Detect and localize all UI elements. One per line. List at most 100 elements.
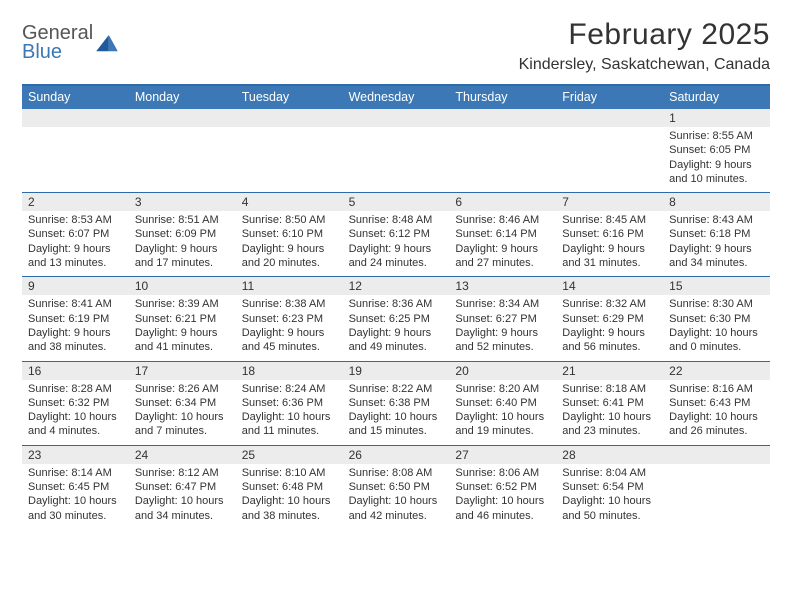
daylight-text: Daylight: 10 hours and 30 minutes. [28, 494, 123, 523]
day-cell: Sunrise: 8:55 AMSunset: 6:05 PMDaylight:… [663, 127, 770, 192]
sunset-text: Sunset: 6:12 PM [349, 227, 444, 241]
day-cell [22, 127, 129, 192]
sunrise-text: Sunrise: 8:39 AM [135, 297, 230, 311]
week-block: 232425262728Sunrise: 8:14 AMSunset: 6:45… [22, 445, 770, 529]
daylight-text: Daylight: 9 hours and 17 minutes. [135, 242, 230, 271]
day-cell: Sunrise: 8:16 AMSunset: 6:43 PMDaylight:… [663, 380, 770, 445]
sunset-text: Sunset: 6:09 PM [135, 227, 230, 241]
daylight-text: Daylight: 10 hours and 19 minutes. [455, 410, 550, 439]
week-block: 1Sunrise: 8:55 AMSunset: 6:05 PMDaylight… [22, 109, 770, 192]
weekday-label: Wednesday [343, 86, 450, 109]
sunset-text: Sunset: 6:30 PM [669, 312, 764, 326]
sunrise-text: Sunrise: 8:34 AM [455, 297, 550, 311]
daylight-text: Daylight: 9 hours and 24 minutes. [349, 242, 444, 271]
sunset-text: Sunset: 6:10 PM [242, 227, 337, 241]
day-cell: Sunrise: 8:04 AMSunset: 6:54 PMDaylight:… [556, 464, 663, 529]
weeks-container: 1Sunrise: 8:55 AMSunset: 6:05 PMDaylight… [22, 109, 770, 529]
month-title: February 2025 [519, 18, 770, 52]
day-cell: Sunrise: 8:45 AMSunset: 6:16 PMDaylight:… [556, 211, 663, 276]
daylight-text: Daylight: 10 hours and 26 minutes. [669, 410, 764, 439]
sunset-text: Sunset: 6:21 PM [135, 312, 230, 326]
brand-text: General Blue [22, 24, 93, 62]
day-number: 24 [129, 446, 236, 464]
sunrise-text: Sunrise: 8:22 AM [349, 382, 444, 396]
sunset-text: Sunset: 6:50 PM [349, 480, 444, 494]
day-cell: Sunrise: 8:39 AMSunset: 6:21 PMDaylight:… [129, 295, 236, 360]
day-cell: Sunrise: 8:28 AMSunset: 6:32 PMDaylight:… [22, 380, 129, 445]
day-number: 11 [236, 277, 343, 295]
sunset-text: Sunset: 6:40 PM [455, 396, 550, 410]
day-number: 23 [22, 446, 129, 464]
day-number: 27 [449, 446, 556, 464]
daylight-text: Daylight: 9 hours and 27 minutes. [455, 242, 550, 271]
sunrise-text: Sunrise: 8:06 AM [455, 466, 550, 480]
day-number [343, 109, 450, 127]
cells-row: Sunrise: 8:53 AMSunset: 6:07 PM Daylight:… [22, 211, 770, 276]
daynum-row: 16171819202122 [22, 362, 770, 380]
daylight-text: Daylight: 10 hours and 11 minutes. [242, 410, 337, 439]
day-cell: Sunrise: 8:32 AMSunset: 6:29 PMDaylight:… [556, 295, 663, 360]
day-number [236, 109, 343, 127]
sunrise-text: Sunrise: 8:32 AM [562, 297, 657, 311]
sunset-text: Sunset: 6:45 PM [28, 480, 123, 494]
sunset-text: Sunset: 6:25 PM [349, 312, 444, 326]
day-cell: Sunrise: 8:46 AMSunset: 6:14 PMDaylight:… [449, 211, 556, 276]
day-number: 2 [22, 193, 129, 211]
day-number: 25 [236, 446, 343, 464]
day-number: 21 [556, 362, 663, 380]
brand-bottom: Blue [22, 43, 93, 62]
day-cell: Sunrise: 8:24 AMSunset: 6:36 PMDaylight:… [236, 380, 343, 445]
sunrise-text: Sunrise: 8:12 AM [135, 466, 230, 480]
daylight-text: Daylight: 10 hours and 7 minutes. [135, 410, 230, 439]
sunset-text: Sunset: 6:48 PM [242, 480, 337, 494]
sunrise-text: Sunrise: 8:51 AM [135, 213, 230, 227]
day-number: 4 [236, 193, 343, 211]
sunset-text: Sunset: 6:18 PM [669, 227, 764, 241]
day-cell: Sunrise: 8:34 AMSunset: 6:27 PMDaylight:… [449, 295, 556, 360]
sunrise-text: Sunrise: 8:24 AM [242, 382, 337, 396]
sunset-text: Sunset: 6:54 PM [562, 480, 657, 494]
day-number: 13 [449, 277, 556, 295]
day-number [663, 446, 770, 464]
day-number: 15 [663, 277, 770, 295]
brand-triangle-icon [96, 35, 118, 53]
week-block: 16171819202122Sunrise: 8:28 AMSunset: 6:… [22, 361, 770, 445]
sunrise-text: Sunrise: 8:50 AM [242, 213, 337, 227]
day-number: 8 [663, 193, 770, 211]
sunset-text: Sunset: 6:43 PM [669, 396, 764, 410]
day-number: 14 [556, 277, 663, 295]
day-cell: Sunrise: 8:41 AMSunset: 6:19 PMDaylight:… [22, 295, 129, 360]
week-block: 9101112131415Sunrise: 8:41 AMSunset: 6:1… [22, 276, 770, 360]
sunset-text: Sunset: 6:05 PM [669, 143, 764, 157]
cells-row: Sunrise: 8:41 AMSunset: 6:19 PMDaylight:… [22, 295, 770, 360]
day-cell: Sunrise: 8:06 AMSunset: 6:52 PMDaylight:… [449, 464, 556, 529]
daylight-text: Daylight: 9 hours and 56 minutes. [562, 326, 657, 355]
sunrise-text: Sunrise: 8:46 AM [455, 213, 550, 227]
sunrise-text: Sunrise: 8:04 AM [562, 466, 657, 480]
day-cell [449, 127, 556, 192]
sunset-text: Sunset: 6:14 PM [455, 227, 550, 241]
sunset-text: Sunset: 6:36 PM [242, 396, 337, 410]
weekday-label: Tuesday [236, 86, 343, 109]
daylight-text: Daylight: 9 hours and 34 minutes. [669, 242, 764, 271]
day-number: 1 [663, 109, 770, 127]
daylight-text: Daylight: 10 hours and 0 minutes. [669, 326, 764, 355]
daylight-text: Daylight: 9 hours and 10 minutes. [669, 158, 764, 187]
day-cell [663, 464, 770, 529]
title-block: February 2025 Kindersley, Saskatchewan, … [519, 18, 770, 74]
daylight-text: Daylight: 9 hours and 38 minutes. [28, 326, 123, 355]
sunrise-text: Sunrise: 8:53 AM [28, 213, 123, 227]
sunset-text: Sunset: 6:07 PM [28, 227, 123, 241]
day-cell: Sunrise: 8:48 AMSunset: 6:12 PMDaylight:… [343, 211, 450, 276]
day-cell: Sunrise: 8:08 AMSunset: 6:50 PMDaylight:… [343, 464, 450, 529]
day-cell: Sunrise: 8:43 AMSunset: 6:18 PMDaylight:… [663, 211, 770, 276]
day-number [22, 109, 129, 127]
sunrise-text: Sunrise: 8:20 AM [455, 382, 550, 396]
daylight-text: Daylight: 10 hours and 4 minutes. [28, 410, 123, 439]
day-cell: Sunrise: 8:22 AMSunset: 6:38 PMDaylight:… [343, 380, 450, 445]
day-number: 28 [556, 446, 663, 464]
daylight-text: Daylight: 9 hours and 49 minutes. [349, 326, 444, 355]
brand-logo: General Blue [22, 24, 118, 62]
sunrise-text: Sunrise: 8:14 AM [28, 466, 123, 480]
header: General Blue February 2025 Kindersley, S… [22, 18, 770, 74]
